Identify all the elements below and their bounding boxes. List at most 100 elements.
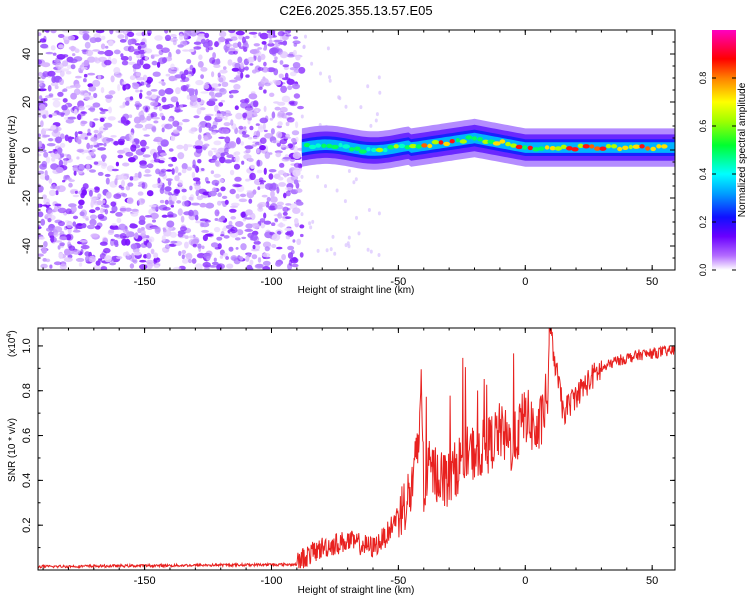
noise-speckle bbox=[179, 104, 183, 109]
noise-speckle bbox=[202, 261, 211, 268]
signal-core bbox=[443, 141, 450, 147]
noise-speckle bbox=[38, 170, 45, 175]
noise-speckle bbox=[45, 110, 49, 118]
noise-speckle bbox=[147, 163, 154, 169]
noise-speckle bbox=[200, 168, 205, 171]
noise-speckle bbox=[129, 223, 138, 229]
noise-speckle bbox=[296, 238, 302, 245]
noise-speckle bbox=[164, 123, 173, 130]
noise-speckle bbox=[249, 125, 254, 131]
noise-speckle bbox=[286, 117, 295, 123]
noise-speckle bbox=[194, 214, 199, 221]
noise-speckle bbox=[160, 139, 169, 147]
noise-speckle bbox=[97, 171, 104, 176]
noise-speckle bbox=[177, 172, 182, 176]
spectrogram-heatmap bbox=[38, 30, 675, 270]
noise-speckle bbox=[219, 69, 228, 74]
noise-speckle bbox=[286, 53, 296, 58]
noise-speckle bbox=[161, 214, 168, 218]
noise-speckle bbox=[148, 204, 157, 208]
noise-speckle bbox=[246, 190, 253, 193]
noise-speckle bbox=[127, 157, 136, 163]
noise-speckle bbox=[245, 74, 250, 78]
noise-speckle bbox=[116, 217, 122, 224]
noise-speckle bbox=[252, 244, 256, 250]
noise-speckle bbox=[236, 137, 241, 145]
noise-speckle bbox=[98, 56, 107, 63]
noise-speckle bbox=[293, 162, 301, 168]
noise-speckle bbox=[282, 156, 291, 160]
noise-speckle bbox=[148, 236, 155, 243]
noise-speckle bbox=[152, 116, 160, 120]
noise-speckle bbox=[316, 248, 320, 253]
noise-speckle bbox=[40, 43, 49, 49]
noise-speckle bbox=[63, 257, 73, 263]
noise-speckle bbox=[70, 45, 76, 52]
noise-speckle bbox=[84, 136, 88, 140]
noise-speckle bbox=[237, 41, 242, 48]
noise-speckle bbox=[111, 223, 117, 227]
noise-speckle bbox=[66, 220, 73, 229]
noise-speckle bbox=[83, 59, 90, 67]
noise-speckle bbox=[287, 252, 294, 259]
noise-speckle bbox=[184, 241, 189, 249]
noise-speckle bbox=[93, 144, 100, 148]
signal-core bbox=[499, 139, 506, 144]
noise-speckle bbox=[279, 60, 284, 65]
noise-speckle bbox=[217, 200, 222, 206]
noise-speckle bbox=[48, 93, 54, 97]
noise-speckle bbox=[147, 32, 151, 36]
noise-speckle bbox=[263, 105, 267, 112]
noise-speckle bbox=[269, 92, 275, 98]
signal-core bbox=[492, 141, 501, 146]
noise-speckle bbox=[158, 105, 163, 112]
noise-speckle bbox=[268, 152, 273, 155]
noise-speckle bbox=[65, 70, 72, 75]
signal-core bbox=[527, 145, 533, 151]
noise-speckle bbox=[125, 100, 130, 106]
noise-speckle bbox=[89, 106, 96, 113]
noise-speckle bbox=[292, 169, 301, 177]
noise-speckle bbox=[56, 112, 66, 116]
noise-speckle bbox=[129, 75, 136, 81]
noise-speckle bbox=[152, 183, 159, 189]
noise-speckle bbox=[67, 136, 73, 143]
noise-speckle bbox=[181, 168, 187, 174]
noise-speckle bbox=[89, 144, 93, 149]
colorbar-tick-label: 0.2 bbox=[698, 216, 708, 229]
snr-xtick-label: -150 bbox=[134, 575, 156, 587]
noise-speckle bbox=[103, 143, 107, 147]
spectrogram-xtick-label: 50 bbox=[646, 276, 658, 288]
signal-core bbox=[421, 143, 428, 148]
noise-speckle bbox=[177, 152, 185, 160]
noise-speckle bbox=[126, 197, 134, 205]
noise-speckle bbox=[181, 249, 187, 255]
colorbar-tick-label: 0.4 bbox=[698, 168, 708, 181]
noise-speckle bbox=[228, 220, 233, 226]
noise-speckle bbox=[82, 31, 90, 34]
noise-speckle bbox=[285, 112, 293, 116]
signal-core bbox=[650, 146, 656, 152]
noise-speckle bbox=[134, 232, 139, 240]
noise-speckle bbox=[192, 243, 197, 248]
noise-speckle bbox=[156, 44, 163, 50]
noise-speckle bbox=[94, 225, 101, 230]
noise-speckle bbox=[189, 185, 193, 191]
noise-speckle bbox=[90, 137, 98, 142]
colorbar-gradient bbox=[712, 30, 736, 270]
noise-speckle bbox=[245, 148, 251, 154]
noise-speckle bbox=[111, 256, 115, 260]
noise-speckle bbox=[125, 151, 134, 157]
noise-speckle bbox=[74, 109, 78, 115]
noise-speckle bbox=[252, 223, 260, 229]
noise-speckle bbox=[300, 114, 304, 119]
noise-speckle bbox=[68, 182, 73, 188]
noise-speckle bbox=[295, 55, 301, 61]
noise-speckle bbox=[285, 231, 292, 236]
noise-speckle bbox=[195, 189, 200, 197]
noise-speckle bbox=[240, 141, 245, 146]
noise-speckle bbox=[57, 245, 61, 250]
noise-speckle bbox=[137, 191, 144, 196]
noise-speckle bbox=[150, 212, 159, 220]
noise-speckle bbox=[194, 88, 198, 96]
